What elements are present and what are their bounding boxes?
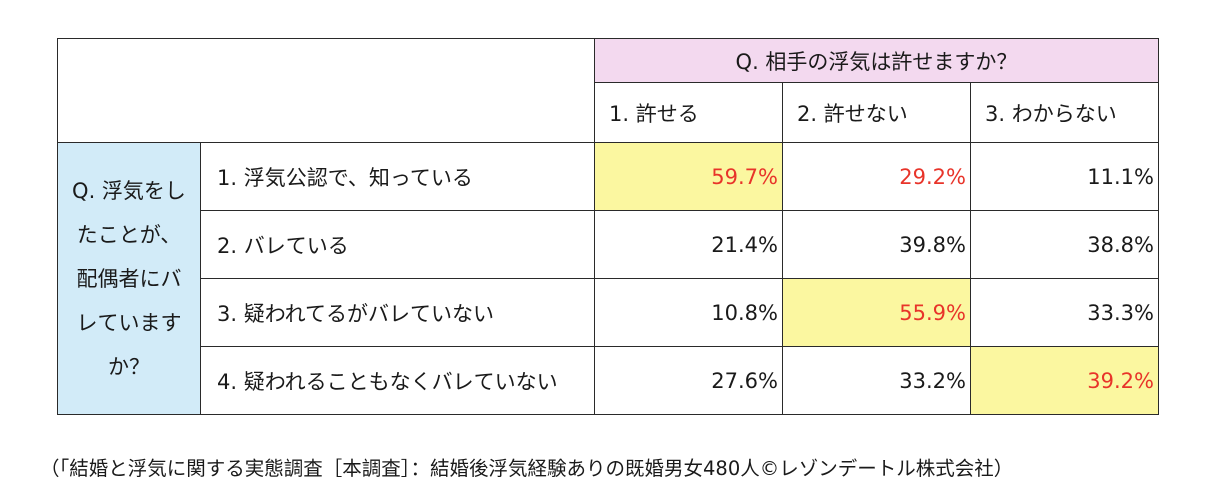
value-cell: 55.9% [782, 278, 971, 347]
row-question-line: か？ [108, 354, 150, 379]
header-row-options: 1. 許せる 2. 許せない 3. わからない [58, 82, 1159, 143]
column-header-unsure: 3. わからない [970, 82, 1159, 143]
row-question-header: Q. 浮気をし たことが、 配偶者にバ レています か？ [57, 142, 201, 415]
table-row: 2. バレている 21.4% 39.8% 38.8% [58, 210, 1159, 279]
value-cell: 10.8% [594, 278, 783, 347]
value-cell: 21.4% [594, 210, 783, 279]
value-cell: 33.3% [970, 278, 1159, 347]
value-cell: 59.7% [594, 142, 783, 211]
survey-table: Q. 相手の浮気は許せますか？ 1. 許せる 2. 許せない 3. わからない … [57, 38, 1159, 415]
row-label: 3. 疑われてるがバレていない [200, 278, 595, 347]
corner-cell [57, 38, 595, 143]
value-cell: 39.8% [782, 210, 971, 279]
column-header-not-allow: 2. 許せない [782, 82, 971, 143]
table-row: Q. 浮気をし たことが、 配偶者にバ レています か？ 1. 浮気公認で、知っ… [57, 142, 1159, 415]
source-footnote: （「結婚と浮気に関する実態調査［本調査］：結婚後浮気経験ありの既婚男女480人©… [40, 457, 1014, 480]
value-cell: 39.2% [970, 346, 1159, 415]
row-question-line: たことが、 [76, 222, 182, 247]
row-question-line: Q. 浮気をし [72, 178, 186, 203]
value-cell: 38.8% [970, 210, 1159, 279]
value-cell: 33.2% [782, 346, 971, 415]
row-label: 1. 浮気公認で、知っている [200, 142, 595, 211]
table-row: 4. 疑われることもなくバレていない 27.6% 33.2% 39.2% [58, 346, 1159, 415]
row-question-line: レています [76, 310, 182, 335]
column-header-allow: 1. 許せる [594, 82, 783, 143]
row-label: 2. バレている [200, 210, 595, 279]
column-question-header: Q. 相手の浮気は許せますか？ [594, 38, 1159, 83]
row-question-line: 配偶者にバ [76, 266, 182, 291]
value-cell: 11.1% [970, 142, 1159, 211]
table-row: 3. 疑われてるがバレていない 10.8% 55.9% 33.3% [58, 278, 1159, 347]
value-cell: 27.6% [594, 346, 783, 415]
header-row-question: Q. 相手の浮気は許せますか？ [57, 38, 1159, 143]
row-label: 4. 疑われることもなくバレていない [200, 346, 595, 415]
value-cell: 29.2% [782, 142, 971, 211]
